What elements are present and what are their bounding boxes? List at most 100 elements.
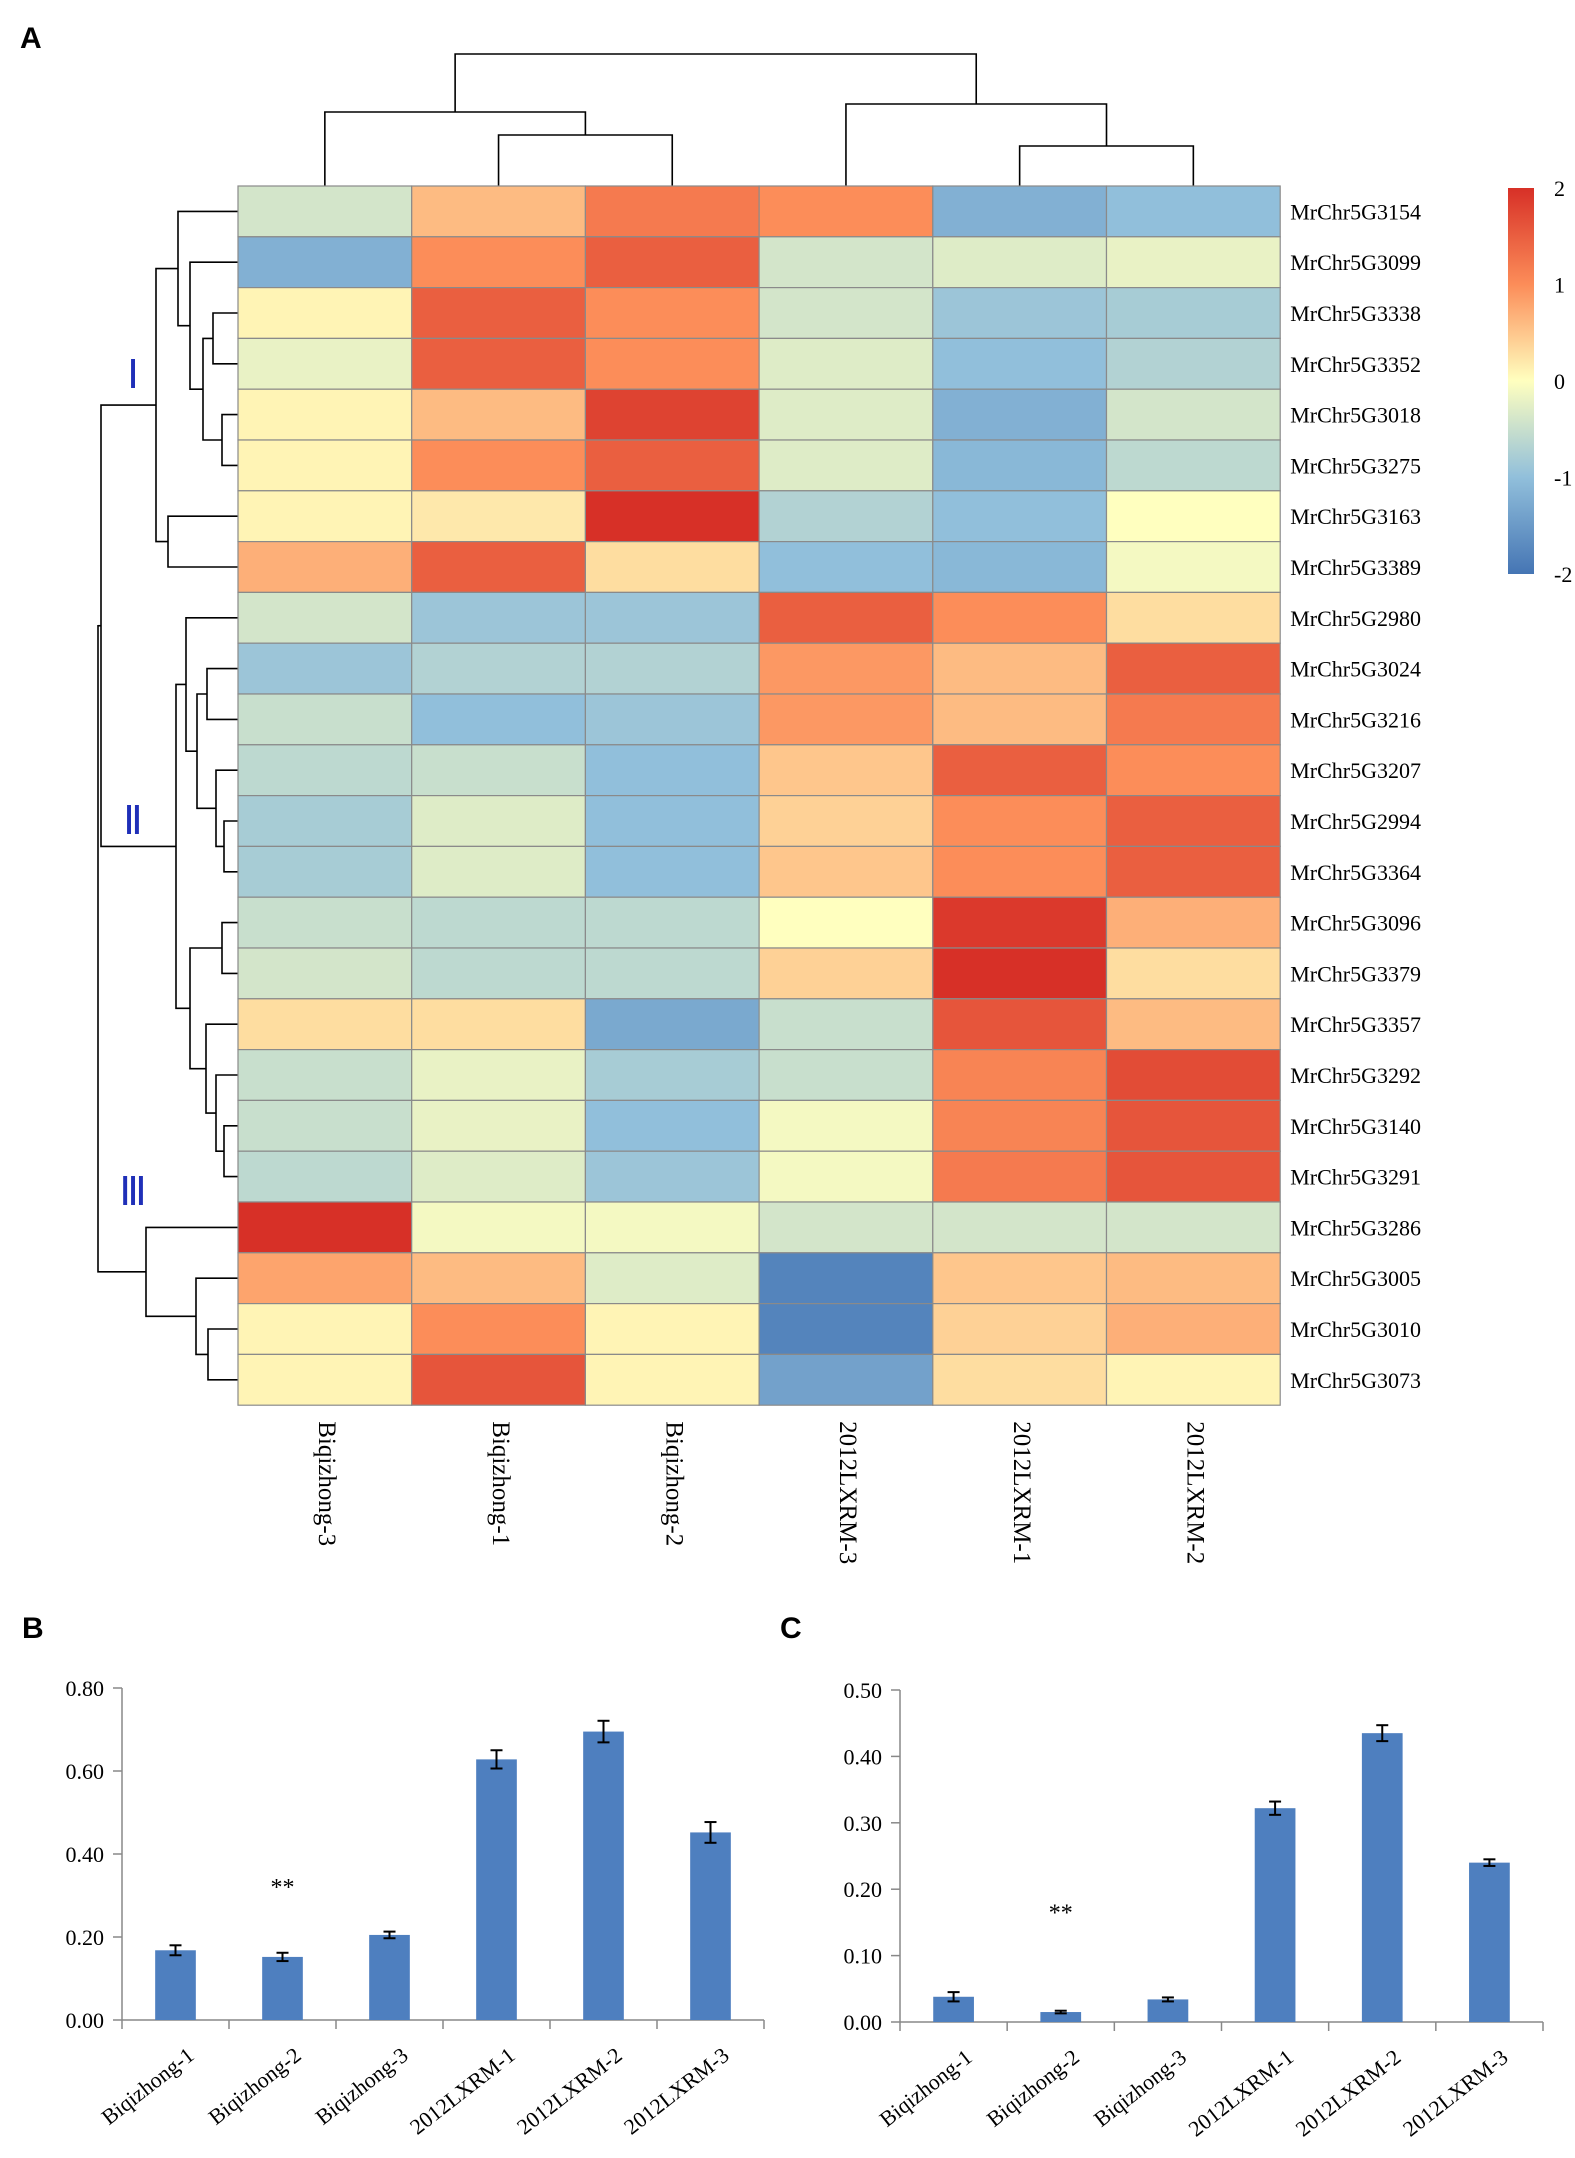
bar [583, 1731, 624, 2020]
heatmap-cell [932, 642, 1108, 695]
dendrogram-branch [155, 267, 178, 543]
colorbar-tick: -2 [1554, 562, 1572, 587]
y-tick-label: 0.60 [66, 1759, 105, 1784]
dendrogram-branch [207, 1328, 238, 1381]
dendrogram-branch [223, 820, 238, 873]
column-label: 2012LXRM-1 [1008, 1421, 1035, 1564]
bar [262, 1956, 303, 2020]
row-label: MrChr5G3389 [1290, 555, 1421, 580]
heatmap-cell [237, 1201, 413, 1254]
heatmap-cell [932, 1099, 1108, 1152]
heatmap-cell [237, 236, 413, 289]
x-tick-label: 2012LXRM-1 [405, 2042, 520, 2139]
heatmap-cell [584, 1099, 760, 1152]
heatmap-cell [584, 490, 760, 543]
colorbar-tick: 1 [1554, 273, 1565, 298]
heatmap-cell [1105, 388, 1281, 441]
heatmap-cell [411, 896, 587, 949]
heatmap-cell [1105, 337, 1281, 390]
heatmap-cell [411, 540, 587, 593]
row-label: MrChr5G3286 [1290, 1215, 1421, 1240]
x-tick-label: Biqizhong-2 [204, 2042, 306, 2129]
cluster-label: Ⅰ [127, 352, 139, 397]
heatmap-cell [584, 236, 760, 289]
heatmap-cell [584, 1201, 760, 1254]
color-scale-legend: 2 1 0 -1 -2 [1508, 176, 1572, 587]
x-tick-label: Biqizhong-3 [311, 2042, 413, 2129]
heatmap-cell [932, 1302, 1108, 1355]
heatmap-cell [584, 1252, 760, 1305]
error-bar [276, 1951, 289, 1963]
heatmap-cell [584, 591, 760, 644]
dendrogram-branch [167, 515, 238, 568]
heatmap-cell [932, 896, 1108, 949]
heatmap-cell [237, 540, 413, 593]
heatmap-cell [1105, 439, 1281, 492]
error-bar [704, 1821, 717, 1844]
heatmap-cell [237, 744, 413, 797]
dendrogram-branch [497, 134, 674, 186]
error-bar [1483, 1858, 1496, 1867]
bar [690, 1832, 731, 2020]
dendrogram-branch [215, 769, 238, 848]
row-label: MrChr5G3163 [1290, 504, 1421, 529]
heatmap-cell [237, 845, 413, 898]
heatmap-cell [932, 693, 1108, 746]
heatmap-cell [584, 388, 760, 441]
column-label: 2012LXRM-3 [834, 1421, 861, 1564]
y-tick-label: 0.20 [66, 1925, 105, 1950]
heatmap-cell [584, 185, 760, 238]
row-label: MrChr5G3364 [1290, 860, 1421, 885]
heatmap-cell [584, 947, 760, 1000]
row-label: MrChr5G3010 [1290, 1317, 1421, 1342]
row-label: MrChr5G3140 [1290, 1114, 1421, 1139]
heatmap-cell [237, 1353, 413, 1406]
heatmap-cell [1105, 490, 1281, 543]
heatmap-cell [237, 998, 413, 1051]
bar [476, 1759, 517, 2020]
heatmap-cell [411, 744, 587, 797]
heatmap-cell [758, 1201, 934, 1254]
heatmap-column-labels: Biqizhong-3 Biqizhong-1 Biqizhong-2 2012LXR… [313, 1421, 1208, 1564]
x-tick-label: Biqizhong-1 [97, 2042, 199, 2129]
column-dendrogram [324, 53, 1195, 186]
heatmap-cell [237, 439, 413, 492]
colorbar-tick: 0 [1554, 369, 1565, 394]
heatmap-cell [584, 439, 760, 492]
y-tick-label: 0.30 [844, 1811, 883, 1836]
x-tick-label: 2012LXRM-2 [512, 2042, 627, 2139]
heatmap-cell [1105, 845, 1281, 898]
heatmap-cell [758, 287, 934, 340]
heatmap-cell [411, 1252, 587, 1305]
error-bar [383, 1930, 396, 1940]
bar [1040, 2012, 1082, 2022]
dendrogram-branch [100, 404, 176, 848]
heatmap-cell [1105, 591, 1281, 644]
row-label: MrChr5G3291 [1290, 1165, 1421, 1190]
heatmap-row-labels: MrChr5G3154 MrChr5G3099 MrChr5G3338 MrChr5G… [1290, 199, 1421, 1392]
heatmap-cell [411, 642, 587, 695]
column-label: Biqizhong-2 [661, 1421, 688, 1546]
heatmap-cell [411, 1150, 587, 1203]
heatmap-cell [237, 337, 413, 390]
heatmap-cell [758, 236, 934, 289]
error-bar [597, 1719, 610, 1744]
heatmap-cell [758, 540, 934, 593]
row-dendrogram [97, 210, 238, 1381]
y-tick-label: 0.00 [66, 2008, 105, 2033]
heatmap-cell [758, 185, 934, 238]
row-label: MrChr5G2980 [1290, 606, 1421, 631]
bar [369, 1934, 410, 2020]
heatmap-cell [1105, 1099, 1281, 1152]
heatmap-cell [237, 1150, 413, 1203]
row-label: MrChr5G3292 [1290, 1063, 1421, 1088]
dendrogram-branch [223, 1125, 238, 1178]
y-tick-label: 0.20 [844, 1877, 883, 1902]
heatmap-cell [932, 845, 1108, 898]
y-tick-label: 0.50 [844, 1678, 883, 1703]
heatmap-cell [1105, 998, 1281, 1051]
heatmap-cell [758, 337, 934, 390]
heatmap-cell [237, 794, 413, 847]
dendrogram-branch [175, 683, 190, 1010]
